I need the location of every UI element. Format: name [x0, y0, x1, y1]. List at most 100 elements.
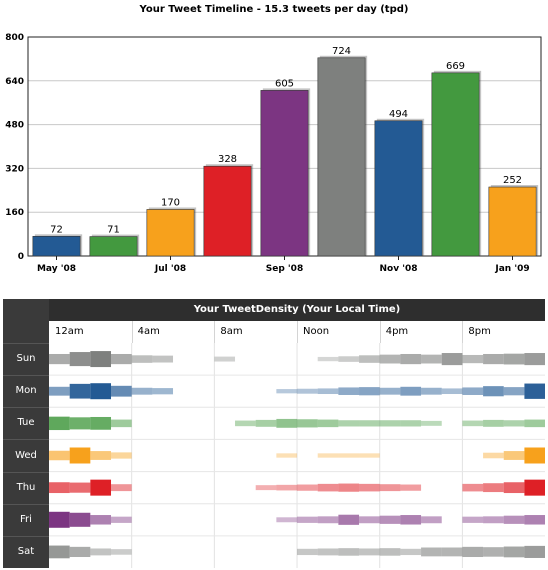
y-tick-label: 800: [5, 33, 24, 43]
density-cell-wed-0: [49, 450, 70, 461]
density-cell-tue-18: [421, 420, 442, 426]
density-cell-sun-16: [379, 354, 401, 364]
tweet-timeline-chart: Your Tweet Timeline - 15.3 tweets per da…: [0, 0, 548, 280]
density-cell-wed-22: [503, 451, 525, 460]
density-cell-sun-8: [214, 356, 236, 362]
day-separator: [3, 503, 49, 505]
density-cell-sat-21: [483, 547, 504, 557]
day-separator: [3, 535, 49, 537]
bar-value-label: 328: [218, 154, 237, 165]
density-cell-sun-0: [49, 353, 70, 365]
density-cell-tue-3: [111, 419, 132, 428]
density-cell-thu-15: [359, 483, 380, 492]
day-axis: Sun Mon Tue Wed Thu Fri Sat: [3, 343, 49, 568]
density-cell-wed-15: [359, 453, 380, 458]
density-cell-sat-14: [338, 548, 360, 556]
density-cell-fri-23: [524, 515, 545, 525]
hour-axis: 12am 4am 8am Noon 4pm 8pm: [49, 321, 545, 343]
density-cell-sun-22: [503, 353, 525, 365]
density-cell-tue-2: [90, 416, 112, 430]
density-cell-thu-3: [111, 484, 132, 492]
bar-value-label: 252: [503, 175, 522, 186]
density-cell-fri-20: [462, 516, 484, 523]
density-cell-thu-11: [276, 484, 298, 491]
day-label-tue: Tue: [17, 417, 35, 429]
y-tick-label: 640: [5, 77, 24, 87]
density-cell-sat-13: [317, 548, 339, 556]
bar-value-label: 605: [275, 78, 294, 89]
density-cell-wed-3: [111, 452, 132, 459]
density-cell-mon-22: [503, 387, 525, 396]
timeline-title: Your Tweet Timeline - 15.3 tweets per da…: [139, 4, 409, 15]
density-cell-sun-20: [462, 354, 484, 364]
density-cell-fri-11: [276, 517, 298, 523]
density-cell-mon-19: [441, 388, 463, 395]
density-title: Your TweetDensity (Your Local Time): [49, 299, 545, 321]
density-cell-mon-23: [524, 383, 545, 399]
density-cell-tue-15: [359, 420, 380, 427]
bar-nov-08: [374, 120, 423, 257]
density-cell-mon-5: [152, 388, 174, 395]
density-cell-sat-15: [359, 548, 380, 556]
x-tick-label: Jul '08: [154, 264, 186, 274]
density-cell-thu-10: [255, 485, 277, 491]
density-cell-wed-1: [69, 447, 91, 464]
density-cell-mon-12: [297, 388, 318, 394]
hour-divider: [379, 321, 381, 343]
density-cell-fri-18: [421, 516, 442, 524]
density-cell-sun-14: [338, 356, 360, 362]
density-cell-sat-1: [69, 546, 91, 558]
density-cell-sun-5: [152, 355, 174, 363]
density-cell-sun-15: [359, 355, 380, 363]
density-cell-thu-23: [524, 479, 545, 496]
density-cell-sat-12: [297, 548, 318, 556]
density-cell-sat-18: [421, 547, 442, 557]
density-cell-sat-20: [462, 546, 484, 558]
density-cell-mon-17: [400, 386, 422, 396]
density-cell-tue-20: [462, 420, 484, 427]
density-cell-mon-20: [462, 387, 484, 395]
x-tick-label: Sep '08: [266, 264, 303, 274]
density-cell-sun-21: [483, 353, 504, 365]
density-cell-sun-17: [400, 353, 422, 365]
density-cell-sun-1: [69, 352, 91, 367]
density-cell-thu-1: [69, 482, 91, 493]
density-cell-thu-16: [379, 484, 401, 492]
density-cell-sun-13: [317, 356, 339, 362]
timeline-plot: 0 160 320 480 640 800 72 May '08 71 170 Jul '08 328…: [5, 33, 542, 274]
density-cell-tue-9: [235, 420, 256, 427]
bar-value-label: 170: [161, 197, 180, 208]
hour-divider: [131, 321, 133, 343]
bar-jan-09: [488, 186, 537, 257]
density-cell-sun-23: [524, 353, 545, 366]
density-cell-mon-4: [131, 387, 153, 395]
density-cell-thu-17: [400, 484, 422, 491]
density-cell-thu-22: [503, 482, 525, 494]
density-cell-sun-4: [131, 355, 153, 363]
density-cell-sat-2: [90, 548, 112, 556]
bar-value-label: 494: [389, 109, 408, 120]
hour-divider: [297, 321, 299, 343]
density-cell-mon-11: [276, 389, 298, 394]
day-separator: [3, 407, 49, 409]
hour-label: 4pm: [385, 326, 409, 337]
density-cell-thu-2: [90, 479, 112, 496]
bar-aug-08: [203, 165, 252, 257]
density-cell-tue-16: [379, 420, 401, 427]
density-cell-thu-12: [297, 484, 318, 491]
density-plot: [49, 343, 545, 568]
hour-label: 8pm: [468, 326, 491, 337]
density-cell-fri-21: [483, 516, 504, 524]
density-cell-mon-18: [421, 387, 442, 395]
density-cell-tue-14: [338, 420, 360, 427]
day-label-mon: Mon: [15, 385, 37, 397]
hour-label: 8am: [220, 326, 243, 337]
hour-divider: [214, 321, 216, 343]
bar-value-label: 72: [50, 224, 63, 235]
density-cell-tue-21: [483, 419, 504, 427]
tweet-density-chart: Your TweetDensity (Your Local Time) 12am…: [3, 299, 545, 568]
day-label-wed: Wed: [15, 449, 37, 461]
density-cell-wed-21: [483, 452, 504, 459]
density-cell-fri-15: [359, 516, 380, 524]
day-label-sun: Sun: [16, 353, 36, 365]
